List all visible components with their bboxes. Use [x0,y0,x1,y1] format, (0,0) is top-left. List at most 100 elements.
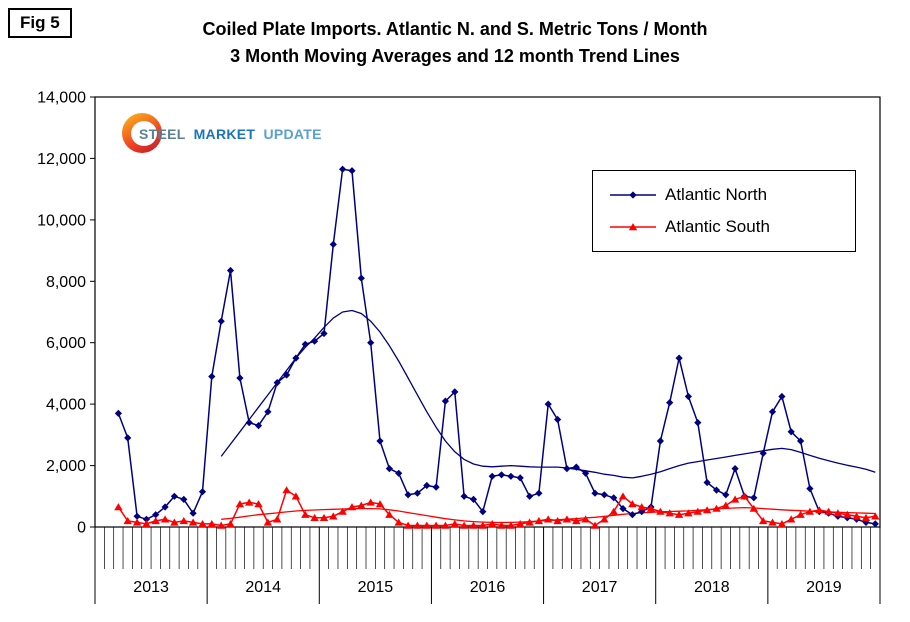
year-label: 2014 [245,579,281,596]
atlantic-south-triangle-marker [385,510,394,518]
atlantic-north-diamond-marker [329,240,337,248]
atlantic-north-diamond-marker [806,485,814,493]
atlantic-south-triangle-marker [684,509,693,517]
atlantic-south-triangle-marker [730,495,740,503]
atlantic-north-diamond-marker [357,274,365,282]
year-label: 2015 [358,579,394,596]
atlantic-south-triangle-marker [833,509,843,517]
atlantic-south-triangle-marker [413,521,422,529]
atlantic-south-triangle-marker [226,520,235,528]
atlantic-south-triangle-marker [562,515,572,523]
atlantic-north-diamond-marker [750,494,758,502]
atlantic-north-diamond-marker [170,492,178,500]
year-label: 2013 [133,579,169,596]
atlantic-north-diamond-marker [582,469,590,477]
atlantic-south-legend-marker [628,223,638,231]
atlantic-south-triangle-marker [151,517,160,525]
figure-label: Fig 5 [8,8,72,38]
atlantic-south-triangle-marker [394,518,403,526]
atlantic-north-diamond-marker [722,491,730,499]
atlantic-north-diamond-marker [554,415,562,424]
atlantic-south-triangle-marker [740,492,749,500]
atlantic-north-diamond-marker [264,408,272,416]
atlantic-south-triangle-marker [170,518,179,526]
atlantic-south-triangle-marker [824,507,833,515]
atlantic-north-diamond-marker [198,488,207,496]
atlantic-south-triangle-marker [459,521,469,529]
atlantic-north-diamond-marker [572,463,580,471]
atlantic-south-triangle-marker [488,520,497,528]
atlantic-north-diamond-marker [656,437,664,445]
atlantic-south-triangle-marker [114,503,123,511]
atlantic-north-diamond-marker [301,340,309,348]
atlantic-north-diamond-marker [628,511,636,519]
y-axis-tick-label: 0 [77,520,86,537]
legend-item-atlantic-north: Atlantic North [609,179,855,211]
atlantic-south-triangle-marker [516,520,525,528]
atlantic-south-triangle-marker [702,506,712,514]
atlantic-south-triangle-marker [674,510,684,518]
atlantic-south-triangle-marker [273,515,282,523]
atlantic-north-line [117,168,876,525]
atlantic-south-triangle-marker [366,498,375,506]
y-axis-tick-label: 14,000 [37,90,86,107]
atlantic-south-triangle-marker [646,504,656,512]
atlantic-north-diamond-marker [871,520,879,528]
year-label: 2017 [582,579,618,596]
atlantic-south-triangle-marker [132,518,142,526]
atlantic-south-triangle-marker [581,515,590,523]
atlantic-north-diamond-marker [339,165,347,173]
atlantic-south-triangle-marker [628,500,637,508]
atlantic-south-triangle-marker [441,521,450,529]
atlantic-south-triangle-marker [871,512,880,520]
y-axis-tick-label: 2,000 [46,458,86,475]
atlantic-north-diamond-marker [208,372,216,381]
atlantic-south-triangle-marker [544,515,553,523]
atlantic-south-triangle-marker [263,518,273,526]
atlantic-north-12-month-trend-line [220,309,876,479]
atlantic-south-triangle-marker [787,515,796,523]
atlantic-north-diamond-marker [142,515,150,523]
atlantic-south-triangle-marker [815,506,824,514]
atlantic-north-diamond-marker [114,409,122,417]
atlantic-south-triangle-marker [497,521,506,529]
atlantic-south-triangle-marker [291,492,301,500]
atlantic-south-triangle-marker [590,521,600,529]
atlantic-north-diamond-marker [236,374,244,382]
atlantic-north-diamond-marker [619,505,627,513]
atlantic-south-triangle-marker [600,515,609,523]
atlantic-north-diamond-marker [217,317,225,325]
y-axis-tick-label: 8,000 [46,274,86,291]
y-axis-tick-label: 10,000 [37,212,86,229]
atlantic-north-marker-icon [610,191,656,199]
legend-label-atlantic-north: Atlantic North [665,185,768,204]
chart-title-line1: Coiled Plate Imports. Atlantic N. and S.… [202,19,708,39]
atlantic-south-triangle-marker [422,521,431,529]
atlantic-north-diamond-marker [404,491,412,499]
atlantic-north-diamond-marker [124,434,132,442]
atlantic-north-diamond-marker [787,428,795,436]
atlantic-south-triangle-marker [759,517,768,525]
legend: Atlantic North Atlantic South [592,170,856,252]
atlantic-south-triangle-marker [375,500,385,508]
atlantic-south-triangle-marker [525,518,534,526]
y-axis-tick-label: 6,000 [46,335,86,352]
atlantic-north-diamond-marker [348,167,356,175]
atlantic-south-triangle-marker [796,510,805,518]
legend-item-atlantic-south: Atlantic South [609,211,855,243]
atlantic-north-diamond-marker [180,495,188,503]
atlantic-north-diamond-marker [591,489,599,497]
atlantic-north-diamond-marker [535,489,543,497]
atlantic-north-diamond-marker [320,329,328,338]
atlantic-south-triangle-marker [403,521,413,529]
atlantic-south-triangle-marker [160,515,170,523]
atlantic-north-diamond-marker [666,399,674,407]
logo-text: STEEL MARKET UPDATE [139,126,322,142]
atlantic-north-diamond-marker [516,474,524,482]
atlantic-north-diamond-marker [768,408,777,416]
atlantic-north-diamond-marker [254,422,263,430]
atlantic-north-diamond-marker [385,465,393,473]
atlantic-north-diamond-marker [703,478,711,487]
atlantic-north-diamond-marker [731,465,739,473]
